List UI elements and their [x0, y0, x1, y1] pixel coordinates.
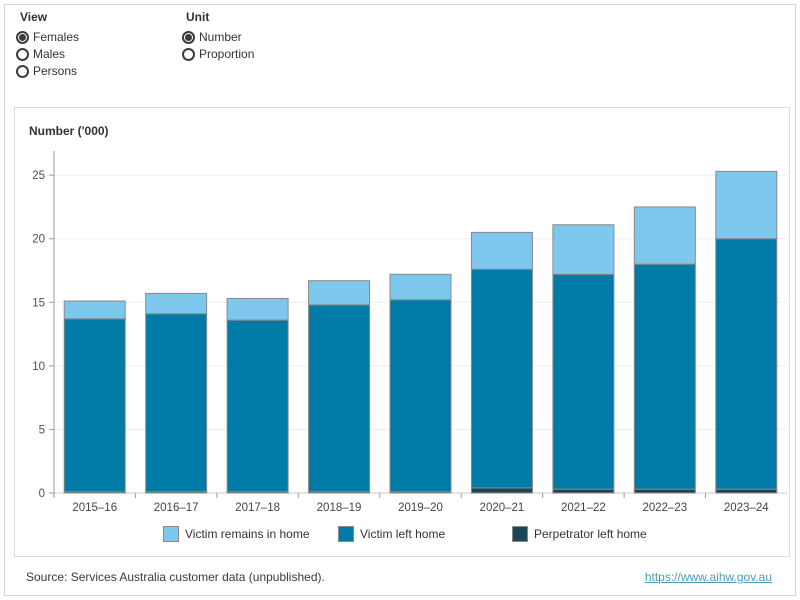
- chart-panel: Number ('000) 0 5 10 15 20 25 2015–16 2016–17 20…: [14, 107, 790, 557]
- legend-item-victim-left-home[interactable]: Victim left home: [338, 521, 445, 547]
- bar-segment[interactable]: [552, 488, 615, 494]
- bar-segment[interactable]: [63, 318, 126, 493]
- bar-segment[interactable]: [63, 300, 126, 320]
- x-tick-label: 2017–18: [235, 502, 280, 514]
- view-filter-title: View: [20, 10, 48, 24]
- bar-segment[interactable]: [470, 231, 533, 270]
- bar-segment[interactable]: [145, 313, 208, 493]
- unit-option-proportion[interactable]: Proportion: [182, 46, 254, 62]
- radio-label: Persons: [33, 64, 78, 78]
- x-tick-label: 2020–21: [480, 502, 525, 514]
- bar-segment[interactable]: [389, 273, 452, 301]
- bar-segment[interactable]: [308, 280, 371, 306]
- footer: Source: Services Australia customer data…: [26, 567, 772, 587]
- bar-segment[interactable]: [226, 319, 289, 493]
- bar-segment[interactable]: [470, 487, 533, 494]
- bar-segment[interactable]: [715, 488, 778, 494]
- source-text: Source: Services Australia customer data…: [26, 570, 325, 584]
- radio-icon[interactable]: [182, 47, 195, 61]
- bar-segment[interactable]: [715, 170, 778, 240]
- bar-segment[interactable]: [226, 297, 289, 321]
- view-option-males[interactable]: Males: [16, 46, 79, 62]
- x-tick-label: 2019–20: [398, 502, 443, 514]
- radio-label: Proportion: [199, 47, 255, 61]
- radio-icon[interactable]: [16, 64, 29, 78]
- stacked-bar-chart[interactable]: 0 5 10 15 20 25 2015–16 2016–17 2017–18 2018–19 20…: [15, 108, 789, 556]
- legend-label: Perpetrator left home: [534, 527, 647, 541]
- y-tick-label: 15: [32, 297, 45, 309]
- view-option-persons[interactable]: Persons: [16, 63, 79, 79]
- aihw-link[interactable]: https://www.aihw.gov.au: [644, 570, 772, 584]
- radio-icon[interactable]: [182, 30, 195, 44]
- radio-icon[interactable]: [16, 47, 29, 61]
- bar-segment[interactable]: [633, 263, 696, 490]
- y-axis-title: Number ('000): [29, 124, 109, 138]
- legend-swatch-icon: [163, 526, 179, 542]
- y-tick-label: 20: [32, 234, 45, 246]
- chart-legend: Victim remains in home Victim left home …: [15, 521, 789, 547]
- bar-segment[interactable]: [145, 292, 208, 315]
- legend-item-victim-remains-in-home[interactable]: Victim remains in home: [163, 521, 310, 547]
- bar-segment[interactable]: [552, 273, 615, 490]
- unit-filter-title: Unit: [186, 10, 210, 24]
- x-tick-label: 2016–17: [154, 502, 199, 514]
- bar-segment[interactable]: [308, 304, 371, 493]
- unit-filter: Unit Number Proportion: [182, 10, 254, 63]
- view-filter: View Females Males Persons: [16, 10, 79, 80]
- bar-segment[interactable]: [633, 488, 696, 494]
- legend-swatch-icon: [338, 526, 354, 542]
- bar-segment[interactable]: [470, 268, 533, 489]
- bar-segment[interactable]: [715, 238, 778, 490]
- y-tick-label: 10: [32, 361, 45, 373]
- view-option-females[interactable]: Females: [16, 29, 79, 45]
- x-tick-label: 2022–23: [642, 502, 687, 514]
- x-tick-label: 2021–22: [561, 502, 606, 514]
- y-tick-label: 0: [39, 488, 45, 500]
- x-tick-label: 2018–19: [317, 502, 362, 514]
- y-tick-label: 25: [32, 170, 45, 182]
- unit-option-number[interactable]: Number: [182, 29, 254, 45]
- legend-item-perpetrator-left-home[interactable]: Perpetrator left home: [512, 521, 647, 547]
- legend-label: Victim remains in home: [185, 527, 310, 541]
- bar-segment[interactable]: [552, 224, 615, 275]
- radio-label: Number: [199, 30, 242, 44]
- y-tick-label: 5: [39, 424, 45, 436]
- bar-segment[interactable]: [389, 299, 452, 493]
- radio-label: Females: [33, 30, 80, 44]
- x-tick-label: 2015–16: [72, 502, 117, 514]
- radio-icon[interactable]: [16, 30, 29, 44]
- bar-segment[interactable]: [633, 206, 696, 265]
- radio-label: Males: [33, 47, 66, 61]
- legend-swatch-icon: [512, 526, 528, 542]
- x-tick-label: 2023–24: [724, 502, 769, 514]
- legend-label: Victim left home: [360, 527, 446, 541]
